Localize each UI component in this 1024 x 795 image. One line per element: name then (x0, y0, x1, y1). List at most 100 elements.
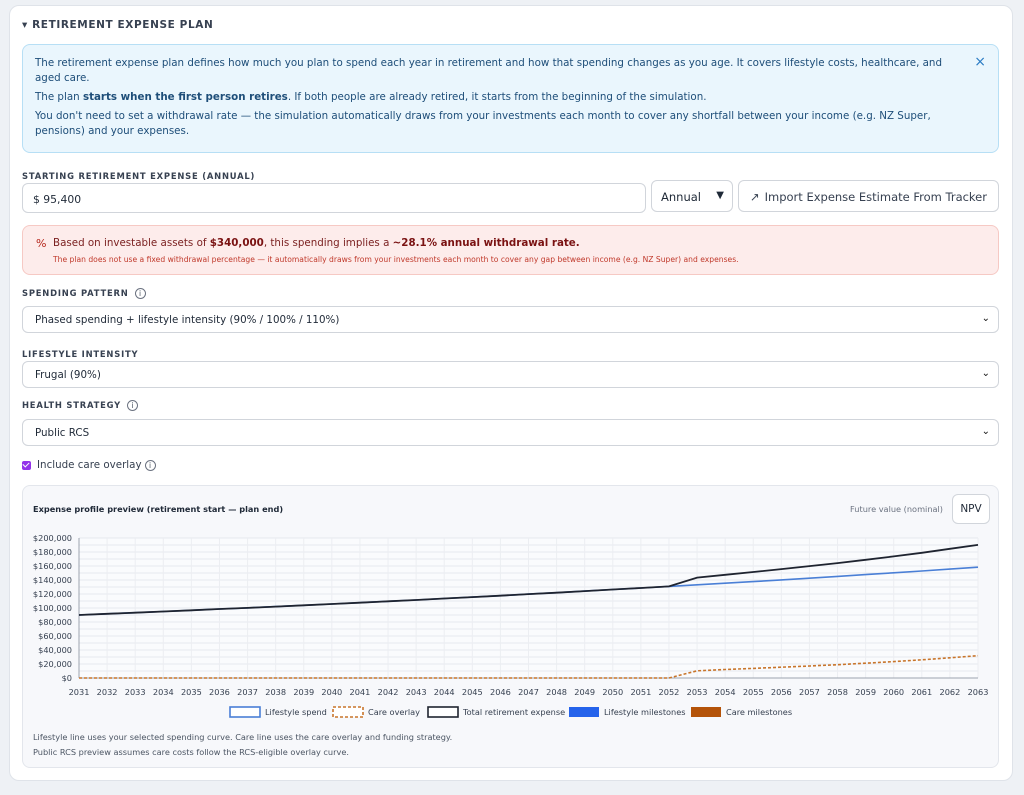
legend-swatch (569, 707, 599, 717)
x-tick-label: 2053 (687, 687, 708, 697)
spending-pattern-value: Phased spending + lifestyle intensity (9… (35, 314, 340, 326)
lifestyle-intensity-value: Frugal (90%) (35, 369, 101, 381)
chevron-down-icon: ⌄ (981, 313, 990, 324)
legend-label: Care overlay (368, 707, 420, 717)
y-tick-label: $60,000 (38, 631, 72, 641)
spending-pattern-select[interactable]: Phased spending + lifestyle intensity (9… (22, 306, 999, 333)
spending-pattern-label: SPENDING PATTERN i (22, 288, 146, 299)
x-tick-label: 2042 (378, 687, 399, 697)
care-overlay-checkbox[interactable] (22, 460, 31, 470)
x-tick-label: 2034 (153, 687, 174, 697)
info-p2-post: . If both people are already retired, it… (287, 91, 707, 103)
lifestyle-intensity-label: LIFESTYLE INTENSITY (22, 349, 139, 359)
section-title[interactable]: ▾ RETIREMENT EXPENSE PLAN (22, 19, 214, 31)
info-paragraph-2: The plan starts when the first person re… (35, 90, 964, 105)
y-tick-label: $200,000 (33, 533, 72, 543)
legend-label: Total retirement expense (462, 707, 565, 717)
x-tick-label: 2044 (434, 687, 455, 697)
x-tick-label: 2047 (518, 687, 539, 697)
series-line-total-retirement-expense (78, 544, 979, 616)
care-overlay-row[interactable]: Include care overlay i (22, 459, 156, 471)
percent-icon: % (36, 237, 47, 250)
info-icon[interactable]: i (144, 459, 156, 471)
x-tick-label: 2037 (237, 687, 258, 697)
legend-swatch (229, 706, 261, 718)
x-tick-label: 2039 (293, 687, 314, 697)
x-tick-label: 2045 (462, 687, 483, 697)
x-tick-label: 2052 (659, 687, 680, 697)
y-tick-label: $160,000 (33, 561, 72, 571)
starting-expense-label: STARTING RETIREMENT EXPENSE (ANNUAL) (22, 171, 256, 181)
health-strategy-label-text: HEALTH STRATEGY (22, 400, 122, 410)
legend-label: Care milestones (726, 707, 792, 717)
period-select-value: Annual (661, 190, 701, 204)
period-select[interactable]: Annual ▼ (651, 180, 733, 212)
x-tick-label: 2041 (350, 687, 371, 697)
x-tick-label: 2040 (321, 687, 342, 697)
y-tick-label: $140,000 (33, 575, 72, 585)
legend-label: Lifestyle milestones (604, 707, 686, 717)
health-strategy-label: HEALTH STRATEGY i (22, 400, 139, 411)
x-tick-label: 2054 (715, 687, 736, 697)
chevron-down-icon: ▼ (716, 190, 724, 201)
close-icon[interactable]: × (974, 54, 986, 70)
future-value-label: Future value (nominal) (850, 504, 943, 514)
series-line-care-overlay (79, 654, 979, 679)
x-tick-label: 2049 (574, 687, 595, 697)
import-expense-button[interactable]: ↗ Import Expense Estimate From Tracker (738, 180, 999, 212)
legend-swatch (332, 706, 364, 718)
y-tick-label: $180,000 (33, 547, 72, 557)
x-tick-label: 2063 (968, 687, 989, 697)
info-p2-bold: starts when the first person retires (82, 91, 288, 103)
external-link-icon: ↗ (749, 190, 760, 204)
footnote-2: Public RCS preview assumes care costs fo… (33, 747, 349, 757)
x-tick-label: 2036 (209, 687, 230, 697)
x-tick-label: 2059 (855, 687, 876, 697)
warning-pre: Based on investable assets of (53, 237, 210, 249)
warning-assets: $340,000 (209, 237, 264, 249)
x-tick-label: 2055 (743, 687, 764, 697)
info-paragraph-1: The retirement expense plan defines how … (35, 57, 942, 84)
x-tick-label: 2046 (490, 687, 511, 697)
y-tick-label: $100,000 (33, 603, 72, 613)
x-tick-label: 2051 (630, 687, 651, 697)
info-icon[interactable]: i (134, 288, 146, 299)
health-strategy-value: Public RCS (35, 427, 90, 439)
legend-swatch (427, 706, 459, 718)
x-tick-label: 2033 (125, 687, 146, 697)
x-tick-label: 2050 (602, 687, 623, 697)
withdrawal-warning: % Based on investable assets of $340,000… (22, 225, 999, 275)
npv-toggle-button[interactable]: NPV (952, 494, 990, 524)
y-tick-label: $80,000 (38, 617, 72, 627)
x-tick-label: 2038 (265, 687, 286, 697)
starting-expense-input[interactable]: $ 95,400 (22, 183, 646, 213)
info-icon[interactable]: i (127, 400, 139, 411)
x-tick-label: 2058 (827, 687, 848, 697)
x-tick-label: 2062 (939, 687, 960, 697)
legend-swatch (691, 707, 721, 717)
expense-chart: $0 $20,000 $40,000 $60,000 $80,000 $100,000 $1… (33, 533, 989, 718)
y-tick-label: $0 (62, 673, 72, 683)
info-p2-pre: The plan (35, 91, 83, 103)
legend-label: Lifestyle spend (265, 707, 327, 717)
lifestyle-intensity-select[interactable]: Frugal (90%) ⌄ (22, 361, 999, 388)
chart-title: Expense profile preview (retirement star… (33, 504, 284, 514)
warning-sub-text: The plan does not use a fixed withdrawal… (53, 255, 739, 264)
warning-rate: ~28.1% annual withdrawal rate. (392, 237, 580, 249)
x-tick-label: 2032 (97, 687, 118, 697)
x-tick-label: 2035 (181, 687, 202, 697)
x-tick-label: 2061 (911, 687, 932, 697)
y-tick-label: $120,000 (33, 589, 72, 599)
warning-main-text: Based on investable assets of $340,000, … (53, 237, 580, 249)
x-tick-label: 2043 (406, 687, 427, 697)
health-strategy-select[interactable]: Public RCS ⌄ (22, 419, 999, 446)
chevron-down-icon: ⌄ (981, 368, 990, 379)
y-tick-label: $40,000 (38, 645, 72, 655)
x-tick-label: 2056 (771, 687, 792, 697)
warning-mid: , this spending implies a (263, 237, 393, 249)
expense-chart-card: Expense profile preview (retirement star… (22, 485, 999, 768)
spending-pattern-label-text: SPENDING PATTERN (22, 288, 129, 298)
x-tick-label: 2057 (799, 687, 820, 697)
y-tick-label: $20,000 (38, 659, 72, 669)
footnote-1: Lifestyle line uses your selected spendi… (33, 732, 453, 742)
